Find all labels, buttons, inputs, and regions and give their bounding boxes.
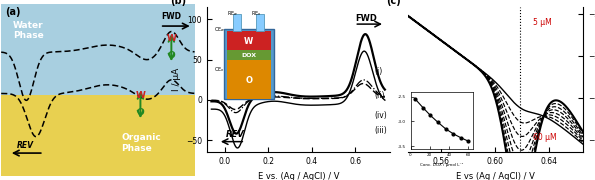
Text: O: O — [136, 108, 145, 117]
Text: W: W — [136, 91, 145, 100]
Bar — [227, 31, 271, 50]
Bar — [1, 4, 195, 95]
Bar — [227, 50, 271, 60]
Bar — [1, 95, 195, 176]
X-axis label: E vs (Ag / AgCl) / V: E vs (Ag / AgCl) / V — [456, 172, 535, 180]
X-axis label: Conc. DOX / μmol L⁻¹: Conc. DOX / μmol L⁻¹ — [420, 163, 464, 167]
Text: (iii): (iii) — [374, 126, 387, 135]
Text: (a): (a) — [5, 7, 21, 17]
Text: DOX: DOX — [241, 53, 256, 58]
Text: W: W — [244, 37, 253, 46]
Text: RE$_o$: RE$_o$ — [251, 9, 261, 18]
Text: CE$_w$: CE$_w$ — [214, 25, 225, 33]
Text: REV: REV — [226, 130, 245, 139]
Text: CE$_o$: CE$_o$ — [214, 65, 224, 74]
X-axis label: E vs. (Ag / AgCl) / V: E vs. (Ag / AgCl) / V — [258, 172, 339, 180]
Bar — [256, 14, 264, 31]
Text: W: W — [167, 34, 176, 43]
Text: REV: REV — [17, 141, 34, 150]
Text: 60 μM: 60 μM — [533, 133, 557, 142]
Bar — [227, 60, 271, 99]
Text: (i): (i) — [374, 67, 382, 76]
Text: RE$_w$: RE$_w$ — [227, 9, 238, 18]
Y-axis label: I / μA: I / μA — [171, 68, 180, 91]
Text: (iv): (iv) — [374, 111, 387, 120]
Text: Organic
Phase: Organic Phase — [121, 133, 161, 153]
Text: O: O — [245, 76, 252, 85]
Text: (b): (b) — [170, 0, 187, 6]
Text: O: O — [167, 51, 176, 60]
Text: (c): (c) — [387, 0, 401, 6]
FancyBboxPatch shape — [224, 29, 274, 99]
Text: (ii): (ii) — [374, 91, 384, 100]
Text: FWD: FWD — [162, 12, 181, 21]
Text: Water
Phase: Water Phase — [13, 21, 43, 40]
Text: 5 μM: 5 μM — [533, 18, 552, 27]
Text: FWD: FWD — [355, 14, 377, 23]
Bar — [233, 14, 241, 31]
